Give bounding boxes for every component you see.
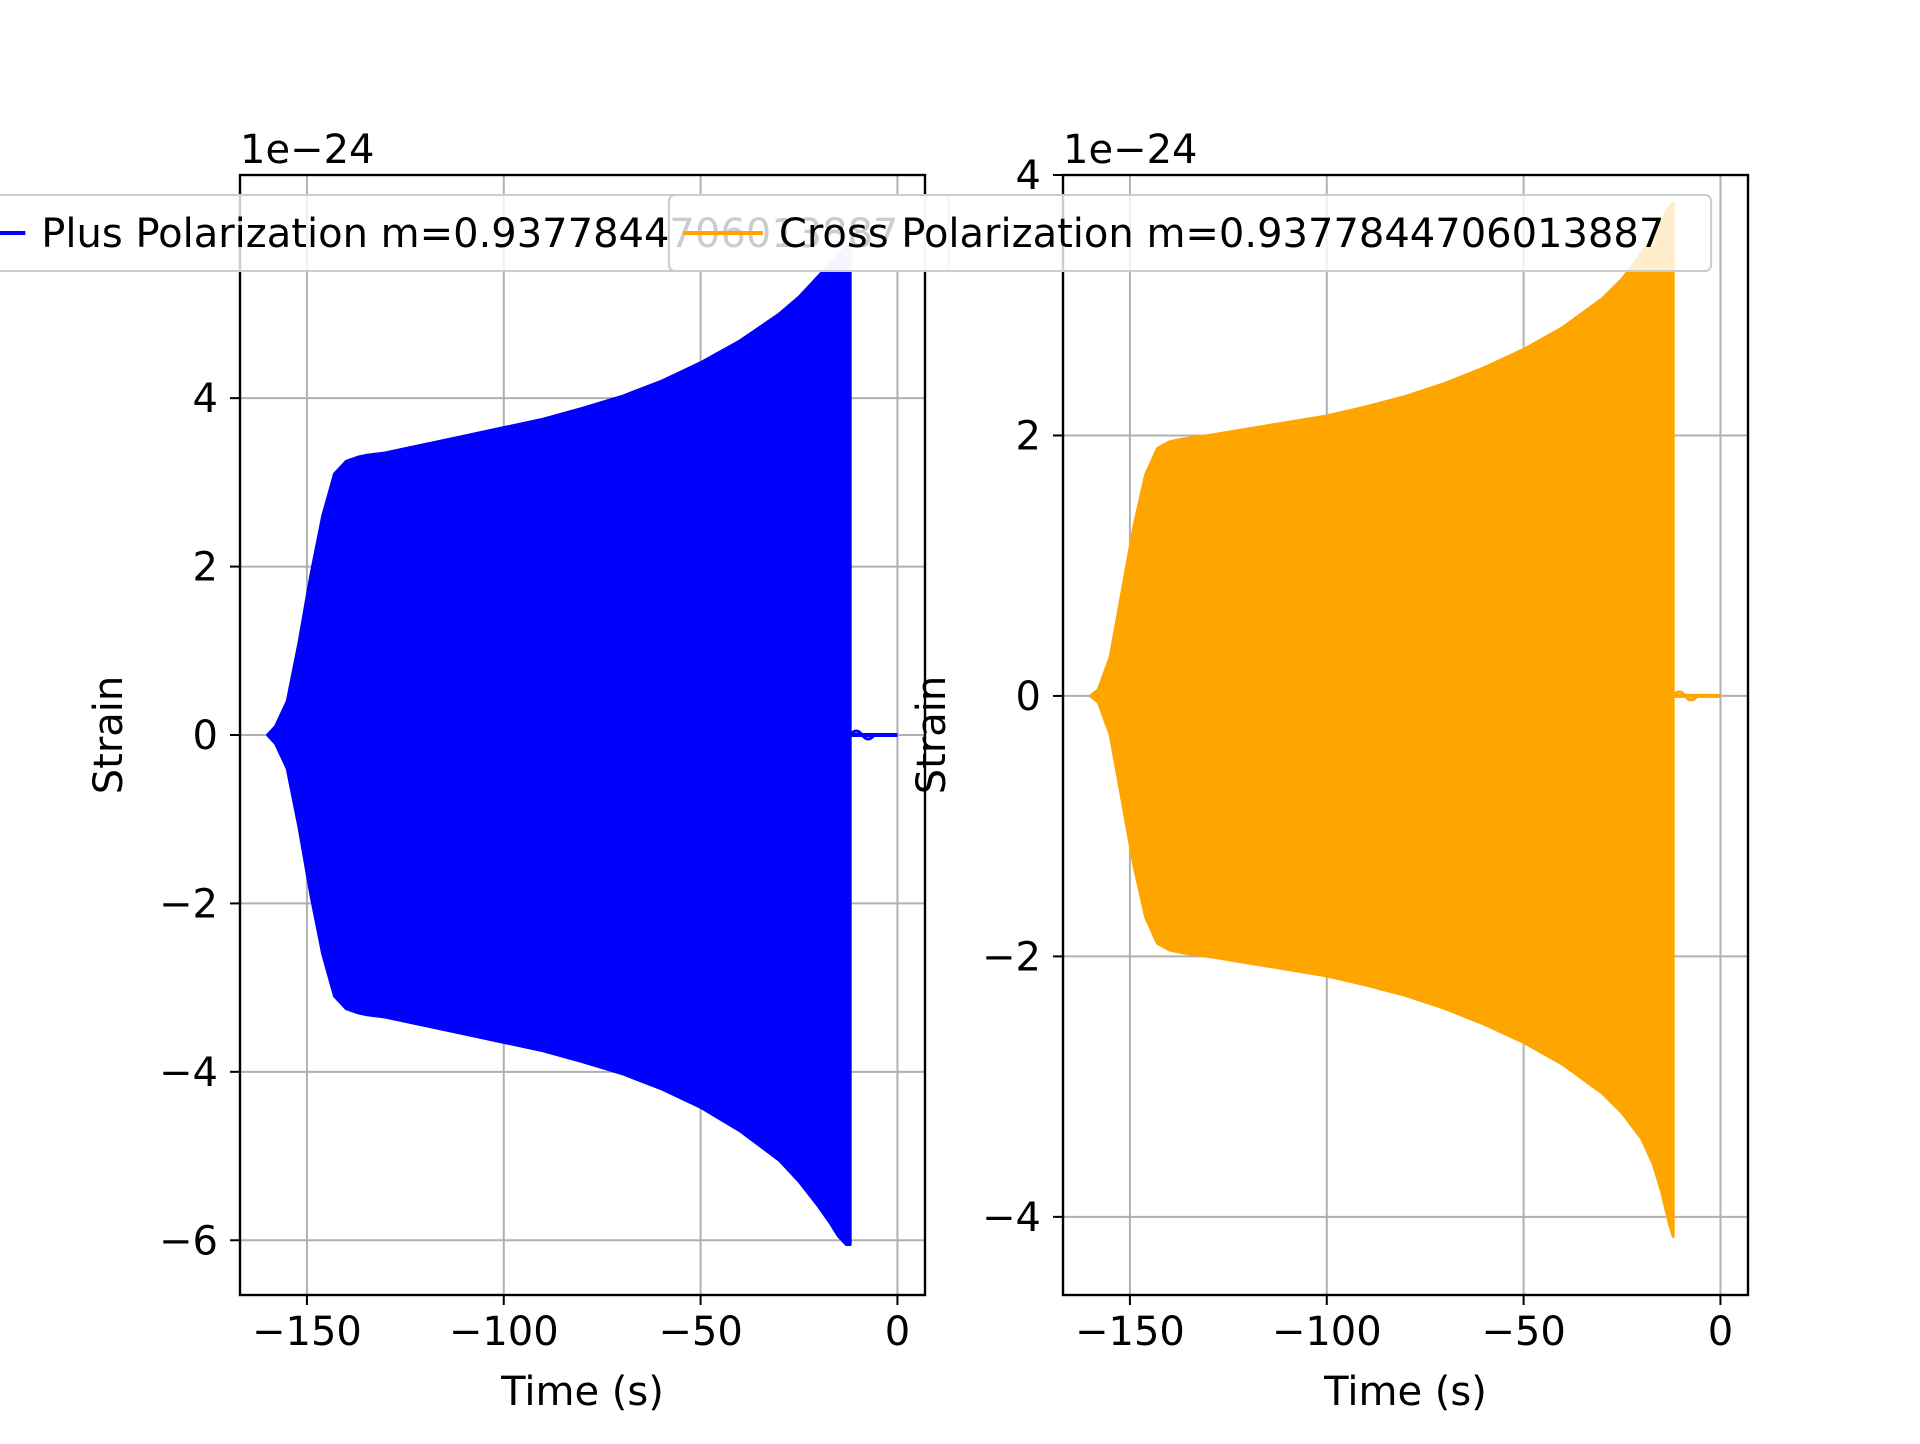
- y-tick-label: 2: [193, 545, 218, 591]
- x-tick-label: 0: [1708, 1309, 1733, 1355]
- legend-2: Cross Polarization m=0.9377844706013887: [667, 194, 1713, 272]
- x-tick-label: −100: [449, 1309, 559, 1355]
- series-ringdown-wiggle: [849, 729, 876, 741]
- y-tick-label: 0: [193, 713, 218, 759]
- x-axis-label: Time (s): [1323, 1369, 1487, 1415]
- y-tick-label: −6: [159, 1218, 218, 1264]
- x-axis-label: Time (s): [500, 1369, 664, 1415]
- y-tick-label: −2: [982, 934, 1041, 980]
- y-tick-label: −4: [982, 1195, 1041, 1241]
- y-tick-label: −4: [159, 1050, 218, 1096]
- x-tick-label: −150: [252, 1309, 362, 1355]
- axis-offset-text: 1e−24: [240, 127, 374, 173]
- y-tick-label: 2: [1016, 413, 1041, 459]
- x-tick-label: −50: [1481, 1309, 1565, 1355]
- series-waveform-1: [1089, 202, 1675, 1238]
- chart-panel-1: −150 −100 −50 0 −6 −4 −2 0 2 4 Time (s) Strain 1e−24: [86, 127, 927, 1415]
- x-tick-label: −150: [1075, 1309, 1185, 1355]
- legend-box: [667, 194, 1713, 272]
- y-tick-label: 4: [193, 376, 218, 422]
- y-tick-label: 4: [1016, 153, 1041, 199]
- chart-panel-2: −150 −100 −50 0 −4 −2 0 2 4 Time (s) Strain 1e−24: [909, 127, 1750, 1415]
- axes-frame: [1061, 173, 1750, 1297]
- y-axis-label: Strain: [86, 676, 132, 795]
- x-tick-label: −50: [658, 1309, 742, 1355]
- axis-offset-text: 1e−24: [1063, 127, 1197, 173]
- series-waveform-1: [266, 245, 852, 1246]
- x-tick-label: 0: [885, 1309, 910, 1355]
- legend-label: Cross Polarization m=0.9377844706013887: [779, 211, 1664, 257]
- series-ringdown-wiggle: [1672, 690, 1699, 702]
- y-tick-label: −2: [159, 881, 218, 927]
- x-tick-label: −100: [1272, 1309, 1382, 1355]
- y-tick-label: 0: [1016, 674, 1041, 720]
- y-axis-label: Strain: [909, 676, 955, 795]
